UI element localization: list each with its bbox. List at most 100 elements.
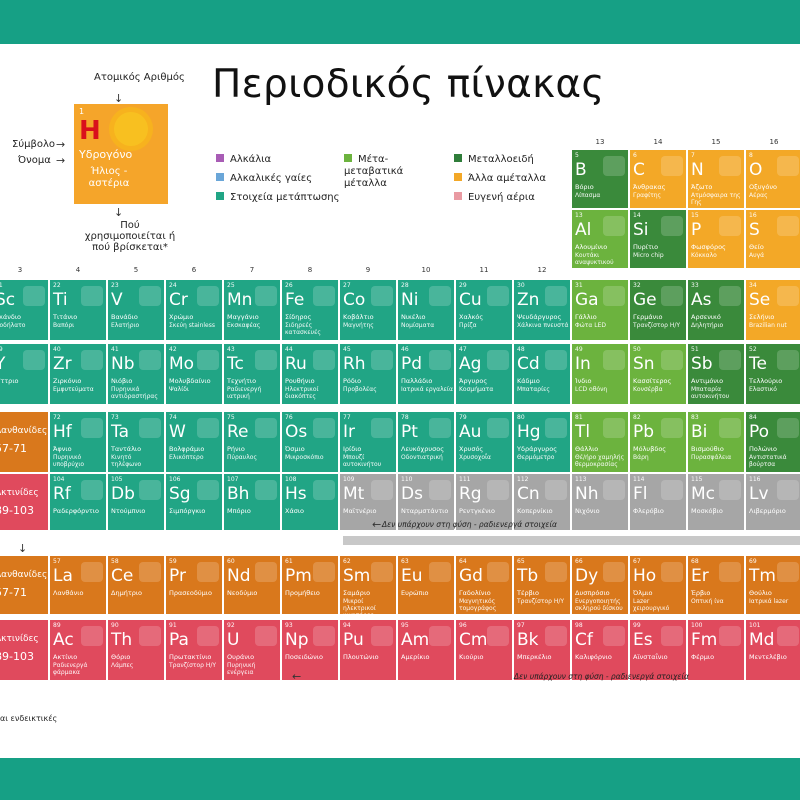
element-cell-pu[interactable]: 94 Pu Πλουτώνιο: [340, 620, 396, 680]
element-cell-pm[interactable]: 61 Pm Προμήθειο: [282, 556, 338, 614]
element-cell-zr[interactable]: 40 Zr Ζιρκόνιο Εμφυτεύματα: [50, 344, 106, 404]
element-number: 104: [53, 476, 65, 483]
element-cell-mt[interactable]: 109 Mt Μαϊτνέριο: [340, 474, 396, 530]
element-cell-tc[interactable]: 43 Tc Τεχνήτιο Ραδιενεργή ιατρική: [224, 344, 280, 404]
series-range: 57-71: [0, 442, 27, 455]
element-cell-au[interactable]: 79 Au Χρυσός Χρυσοχοΐα: [456, 412, 512, 472]
element-cell-v[interactable]: 23 V Βανάδιο Ελατήριο: [108, 280, 164, 340]
element-cell-po[interactable]: 84 Po Πολώνιο Αντιστατικά βούρτσα: [746, 412, 800, 472]
element-cell-cd[interactable]: 48 Cd Κάδμιο Μπαταρίες: [514, 344, 570, 404]
element-cell-pd[interactable]: 46 Pd Παλλάδιο Ιατρικά εργαλεία: [398, 344, 454, 404]
series-placeholder-cell[interactable]: Λανθανίδες 57-71: [0, 412, 48, 472]
element-cell-co[interactable]: 27 Co Κοβάλτιο Μαγνήτης: [340, 280, 396, 340]
element-cell-u[interactable]: 92 U Ουράνιο Πυρηνική ενέργεια: [224, 620, 280, 680]
element-cell-lv[interactable]: 116 Lv Λιβερμόριο: [746, 474, 800, 530]
series-placeholder-cell[interactable]: Ακτινίδες 89-103: [0, 474, 48, 530]
element-cell-as[interactable]: 33 As Αρσενικό Δηλητήριο: [688, 280, 744, 340]
element-cell-rg[interactable]: 111 Rg Ρεντγκένιο: [456, 474, 512, 530]
element-cell-in[interactable]: 49 In Ίνδιο LCD οθόνη: [572, 344, 628, 404]
element-number: 77: [343, 414, 351, 421]
element-cell-se[interactable]: 34 Se Σελήνιο Brazilian nut: [746, 280, 800, 340]
element-cell-p[interactable]: 15 P Φωσφόρος Κόκκαλο: [688, 210, 744, 268]
element-cell-nb[interactable]: 41 Nb Νιόβιο Πυρηνικά αντιδραστήρας: [108, 344, 164, 404]
element-cell-mc[interactable]: 115 Mc Μοσκόβιο: [688, 474, 744, 530]
element-cell-pb[interactable]: 82 Pb Μόλυβδος Βάρη: [630, 412, 686, 472]
element-cell-cm[interactable]: 96 Cm Κιούριο: [456, 620, 512, 680]
element-cell-sn[interactable]: 50 Sn Κασσίτερος Κονσέρβα: [630, 344, 686, 404]
element-cell-fl[interactable]: 114 Fl Φλερόβιο: [630, 474, 686, 530]
series-placeholder-cell[interactable]: Λανθανίδες 57-71: [0, 556, 48, 614]
element-cell-c[interactable]: 6 C Άνθρακας Γραφίτης: [630, 150, 686, 208]
element-cell-ir[interactable]: 77 Ir Ιρίδιο Μπουζί αυτοκινήτου: [340, 412, 396, 472]
element-cell-es[interactable]: 99 Es Αϊνσταΐνιο: [630, 620, 686, 680]
element-cell-ac[interactable]: 89 Ac Ακτίνιο Ραδιενεργά φάρμακα: [50, 620, 106, 680]
element-cell-al[interactable]: 13 Al Αλουμίνιο Κουτάκι αναψυκτικού: [572, 210, 628, 268]
element-cell-s[interactable]: 16 S Θείο Αυγά: [746, 210, 800, 268]
element-cell-am[interactable]: 95 Am Αμερίκιο: [398, 620, 454, 680]
element-number: 81: [575, 414, 583, 421]
element-cell-n[interactable]: 7 N Άζωτο Ατμόσφαιρα της Γης: [688, 150, 744, 208]
element-cell-dy[interactable]: 66 Dy Δυσπρόσιο Ενεργοποιητής σκληρού δίσκο…: [572, 556, 628, 614]
element-cell-si[interactable]: 14 Si Πυρίτιο Micro chip: [630, 210, 686, 268]
element-cell-os[interactable]: 76 Os Όσμιο Μικροσκόπιο: [282, 412, 338, 472]
element-cell-mo[interactable]: 42 Mo Μολυβδαίνιο Ψαλίδι: [166, 344, 222, 404]
element-cell-tl[interactable]: 81 Tl Θάλλιο Θέ/ήρο χαμηλής θερμοκρασίας: [572, 412, 628, 472]
element-cell-sb[interactable]: 51 Sb Αντιμόνιο Μπαταρία αυτοκινήτου: [688, 344, 744, 404]
element-illustration-icon: [429, 350, 451, 370]
element-cell-bi[interactable]: 83 Bi Βισμούθιο Πυρασφάλεια: [688, 412, 744, 472]
element-cell-tb[interactable]: 65 Tb Τέρβιο Τρανζίστορ Η/Υ: [514, 556, 570, 614]
element-cell-cf[interactable]: 98 Cf Καλιφόρνιο: [572, 620, 628, 680]
element-cell-cu[interactable]: 29 Cu Χαλκός Πρίζα: [456, 280, 512, 340]
element-cell-th[interactable]: 90 Th Θόριο Λάμπες: [108, 620, 164, 680]
element-cell-gd[interactable]: 64 Gd Γαδολίνιο Μαγνητικός τομογράφος: [456, 556, 512, 614]
element-cell-hf[interactable]: 72 Hf Άφνιο Πυρηνικό υποβρύχιο: [50, 412, 106, 472]
element-cell-zn[interactable]: 30 Zn Ψευδάργυρος Χάλκινα πνευστά: [514, 280, 570, 340]
element-cell-er[interactable]: 68 Er Έρβιο Οπτική ίνα: [688, 556, 744, 614]
element-cell-y[interactable]: 39Y Ύττριο: [0, 344, 48, 404]
element-illustration-icon: [371, 350, 393, 370]
element-cell-bk[interactable]: 97 Bk Μπερκέλιο: [514, 620, 570, 680]
element-cell-pr[interactable]: 59 Pr Πρασεοδύμιο: [166, 556, 222, 614]
element-cell-rf[interactable]: 104 Rf Ραδερφόρντιο: [50, 474, 106, 530]
element-cell-nd[interactable]: 60 Nd Νεοδύμιο: [224, 556, 280, 614]
element-cell-cn[interactable]: 112 Cn Κοπερνίκιο: [514, 474, 570, 530]
element-cell-rh[interactable]: 45 Rh Ρόδιο Προβολέας: [340, 344, 396, 404]
element-cell-np[interactable]: 93 Np Ποσειδώνιο: [282, 620, 338, 680]
element-cell-eu[interactable]: 63 Eu Ευρώπιο: [398, 556, 454, 614]
element-cell-ti[interactable]: 22 Ti Τιτάνιο Βαπόρι: [50, 280, 106, 340]
element-cell-ge[interactable]: 32 Ge Γερμάνιο Τρανζίστορ Η/Υ: [630, 280, 686, 340]
element-cell-ce[interactable]: 58 Ce Δημήτριο: [108, 556, 164, 614]
element-cell-b[interactable]: 5 B Βόριο Λίπασμα: [572, 150, 628, 208]
element-cell-db[interactable]: 105 Db Ντούμπνιο: [108, 474, 164, 530]
element-cell-mn[interactable]: 25 Mn Μαγγάνιο Εκσκαφέας: [224, 280, 280, 340]
element-cell-ho[interactable]: 67 Ho Όλμιο Lazer χειρουργικό: [630, 556, 686, 614]
element-cell-la[interactable]: 57 La Λανθάνιο: [50, 556, 106, 614]
element-cell-cr[interactable]: 24 Cr Χρώμιο Σκεύη stainless: [166, 280, 222, 340]
element-cell-fm[interactable]: 100 Fm Φέρμιο: [688, 620, 744, 680]
element-cell-te[interactable]: 52 Te Τελλούριο Ελαστικό: [746, 344, 800, 404]
element-name: Προμήθειο: [285, 589, 320, 597]
element-cell-sc[interactable]: 21Sc ΣκάνδιοΠοδήλατο: [0, 280, 48, 340]
element-cell-ni[interactable]: 28 Ni Νικέλιο Νομίσματα: [398, 280, 454, 340]
element-cell-re[interactable]: 75 Re Ρήνιο Πύραυλος: [224, 412, 280, 472]
element-name: Κοπερνίκιο: [517, 507, 553, 515]
element-cell-hs[interactable]: 108 Hs Χάσιο: [282, 474, 338, 530]
element-cell-tm[interactable]: 69 Tm Θούλιο Ιατρικά lazer: [746, 556, 800, 614]
element-cell-ru[interactable]: 44 Ru Ρουθήνιο Ηλεκτρικοί διακόπτες: [282, 344, 338, 404]
element-cell-md[interactable]: 101 Md Μεντελέβιο: [746, 620, 800, 680]
element-cell-ag[interactable]: 47 Ag Άργυρος Κοσμήματα: [456, 344, 512, 404]
element-cell-w[interactable]: 74 W Βολφράμιο Ελικόπτερο: [166, 412, 222, 472]
element-cell-pt[interactable]: 78 Pt Λευκόχρυσος Οδοντιατρική: [398, 412, 454, 472]
element-cell-o[interactable]: 8 O Οξυγόνο Αέρας: [746, 150, 800, 208]
element-cell-hg[interactable]: 80 Hg Υδράργυρος Θερμόμετρο: [514, 412, 570, 472]
element-cell-pa[interactable]: 91 Pa Πρωτακτίνιο Τρανζίστορ Η/Υ: [166, 620, 222, 680]
element-cell-ds[interactable]: 110 Ds Νταρμστάντιο: [398, 474, 454, 530]
element-cell-ga[interactable]: 31 Ga Γάλλιο Φώτα LED: [572, 280, 628, 340]
series-placeholder-cell[interactable]: Ακτινίδες 89-103: [0, 620, 48, 680]
element-cell-bh[interactable]: 107 Bh Μπόριο: [224, 474, 280, 530]
element-cell-ta[interactable]: 73 Ta Ταντάλιο Κινητό τηλέφωνο: [108, 412, 164, 472]
element-cell-nh[interactable]: 113 Nh Νιχόνιο: [572, 474, 628, 530]
element-cell-sg[interactable]: 106 Sg Σιμπόργκιο: [166, 474, 222, 530]
element-cell-fe[interactable]: 26 Fe Σίδηρος Σιδηρεές κατασκευές: [282, 280, 338, 340]
